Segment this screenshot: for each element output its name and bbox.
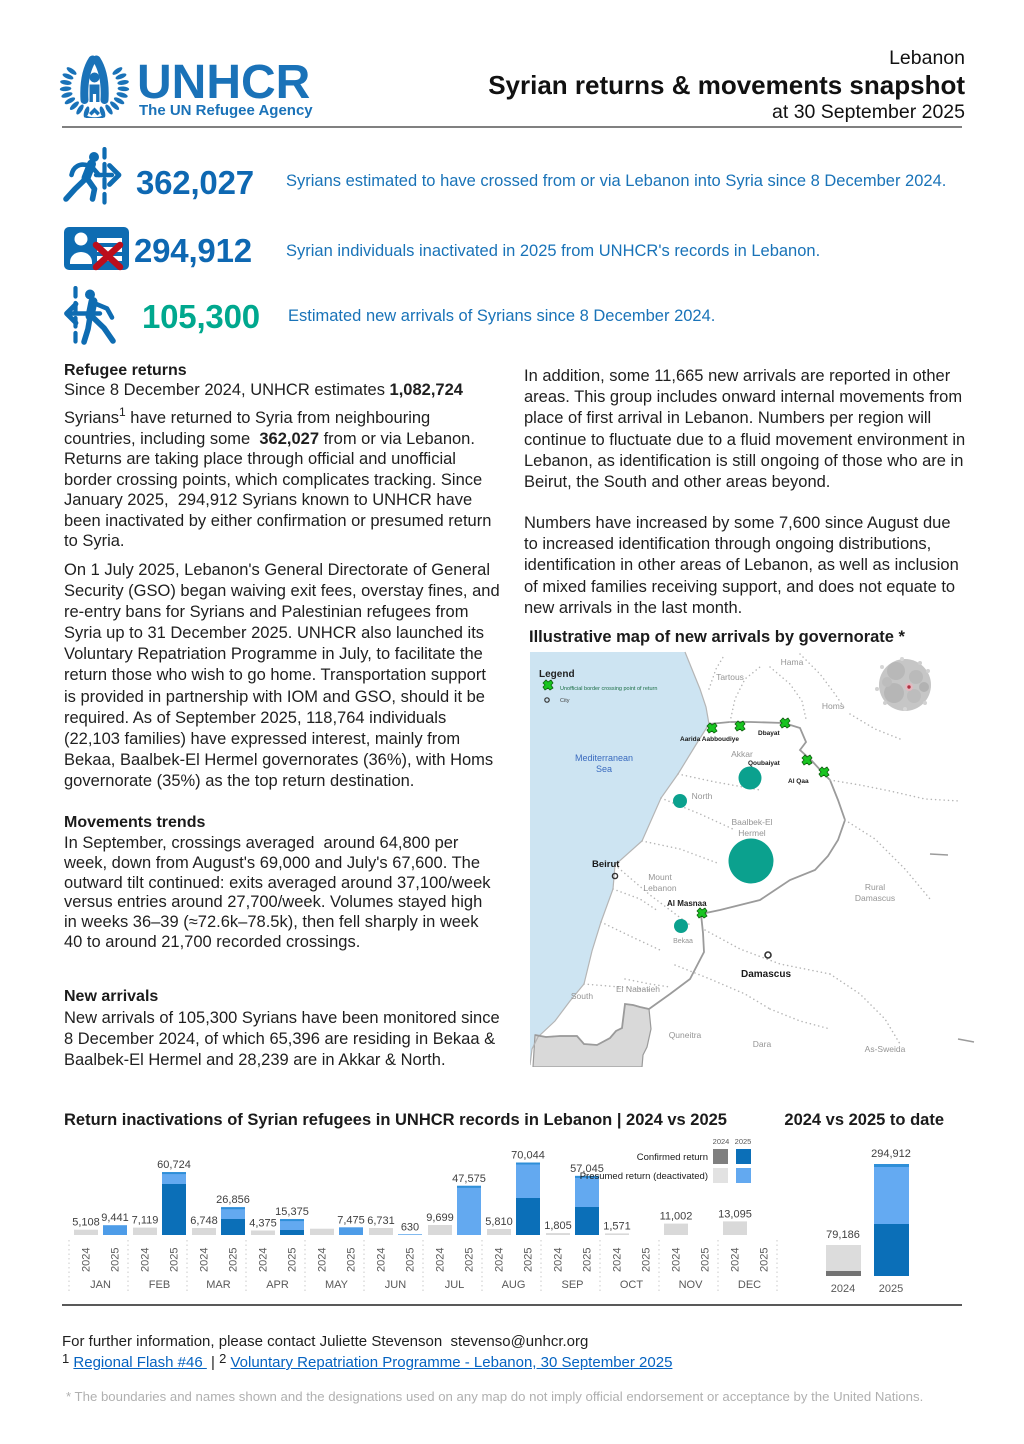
svg-text:2024: 2024 (612, 1248, 624, 1272)
svg-text:Confirmed return: Confirmed return (637, 1152, 708, 1163)
svg-text:Baalbek-El: Baalbek-El (731, 817, 772, 827)
svg-text:OCT: OCT (620, 1279, 644, 1291)
svg-text:MAR: MAR (206, 1279, 231, 1291)
svg-text:57,045: 57,045 (570, 1163, 604, 1175)
svg-text:2025: 2025 (228, 1248, 240, 1272)
svg-text:2025: 2025 (735, 1137, 752, 1146)
svg-text:APR: APR (266, 1279, 289, 1291)
svg-text:Dbayat: Dbayat (758, 730, 781, 737)
svg-text:70,044: 70,044 (511, 1150, 545, 1162)
svg-text:2025: 2025 (641, 1248, 653, 1272)
svg-text:2024: 2024 (317, 1248, 329, 1272)
svg-text:JAN: JAN (90, 1279, 111, 1291)
svg-text:JUL: JUL (445, 1279, 465, 1291)
svg-text:DEC: DEC (738, 1279, 761, 1291)
svg-text:Rural: Rural (865, 882, 885, 892)
svg-text:6,748: 6,748 (190, 1215, 218, 1227)
svg-text:47,575: 47,575 (452, 1173, 486, 1185)
svg-text:630: 630 (401, 1221, 419, 1233)
svg-text:Mediterranean: Mediterranean (575, 753, 633, 763)
svg-text:Akkar: Akkar (731, 749, 753, 759)
svg-text:2025: 2025 (405, 1248, 417, 1272)
svg-text:El Nabatieh: El Nabatieh (616, 984, 660, 994)
svg-text:SEP: SEP (561, 1279, 583, 1291)
svg-text:2024: 2024 (140, 1248, 152, 1272)
svg-text:1,571: 1,571 (603, 1220, 631, 1232)
svg-text:2024: 2024 (376, 1248, 388, 1272)
svg-text:2024: 2024 (730, 1248, 742, 1272)
svg-text:Damascus: Damascus (741, 969, 791, 980)
svg-text:2025: 2025 (169, 1248, 181, 1272)
svg-text:15,375: 15,375 (275, 1206, 309, 1218)
svg-text:Unofficial border crossing poi: Unofficial border crossing point of retu… (560, 686, 657, 692)
svg-text:5,108: 5,108 (72, 1217, 100, 1229)
svg-text:2025: 2025 (582, 1248, 594, 1272)
svg-text:Hermel: Hermel (738, 828, 766, 838)
svg-text:Beirut: Beirut (592, 859, 620, 870)
svg-text:Damascus: Damascus (855, 893, 895, 903)
svg-text:FEB: FEB (149, 1279, 170, 1291)
svg-text:Lebanon: Lebanon (643, 883, 676, 893)
svg-text:2025: 2025 (523, 1248, 535, 1272)
svg-text:1,805: 1,805 (544, 1220, 572, 1232)
svg-text:2024: 2024 (671, 1248, 683, 1272)
svg-text:North: North (692, 791, 713, 801)
svg-text:2024: 2024 (713, 1137, 730, 1146)
svg-text:Aarida Aabboudiye: Aarida Aabboudiye (680, 736, 739, 743)
svg-text:As-Sweida: As-Sweida (865, 1044, 906, 1054)
svg-text:Sea: Sea (596, 764, 612, 774)
svg-text:The UN Refugee Agency: The UN Refugee Agency (139, 102, 313, 118)
svg-text:2024: 2024 (494, 1248, 506, 1272)
svg-text:Presumed return (deactivated): Presumed return (deactivated) (580, 1171, 708, 1182)
svg-text:Al Masnaa: Al Masnaa (667, 899, 707, 908)
svg-text:7,119: 7,119 (132, 1215, 159, 1227)
svg-text:2024: 2024 (831, 1283, 855, 1295)
svg-text:JUN: JUN (385, 1279, 406, 1291)
svg-text:Tartous: Tartous (716, 672, 744, 682)
svg-text:2024: 2024 (553, 1248, 565, 1272)
svg-text:City: City (560, 698, 570, 704)
svg-text:4,375: 4,375 (249, 1218, 277, 1230)
svg-text:2024: 2024 (258, 1248, 270, 1272)
svg-text:2025: 2025 (879, 1283, 903, 1295)
svg-text:Return inactivations of Syrian: Return inactivations of Syrian refugees … (64, 1111, 727, 1129)
svg-text:Hama: Hama (781, 657, 804, 667)
svg-text:9,441: 9,441 (101, 1212, 129, 1224)
svg-text:9,699: 9,699 (426, 1212, 454, 1224)
svg-text:NOV: NOV (679, 1279, 704, 1291)
svg-text:2025: 2025 (287, 1248, 299, 1272)
svg-text:7,475: 7,475 (337, 1214, 365, 1226)
svg-text:South: South (571, 991, 593, 1001)
svg-text:Dara: Dara (753, 1039, 772, 1049)
svg-text:2025: 2025 (346, 1248, 358, 1272)
svg-text:60,724: 60,724 (157, 1159, 191, 1171)
svg-text:Mount: Mount (648, 872, 672, 882)
svg-text:79,186: 79,186 (826, 1229, 860, 1241)
svg-text:2024 vs 2025 to date: 2024 vs 2025 to date (784, 1111, 944, 1129)
svg-text:2025: 2025 (759, 1248, 771, 1272)
svg-text:294,912: 294,912 (871, 1148, 911, 1160)
svg-text:Legend: Legend (539, 669, 575, 680)
svg-text:2025: 2025 (110, 1248, 122, 1272)
svg-text:2024: 2024 (81, 1248, 93, 1272)
svg-text:11,002: 11,002 (660, 1211, 693, 1223)
svg-text:Quneitra: Quneitra (669, 1030, 702, 1040)
svg-text:2024: 2024 (435, 1248, 447, 1272)
svg-text:MAY: MAY (325, 1279, 349, 1291)
svg-text:6,731: 6,731 (367, 1215, 395, 1227)
svg-text:Al Qaa: Al Qaa (788, 778, 809, 785)
svg-text:5,810: 5,810 (485, 1216, 513, 1228)
svg-text:AUG: AUG (502, 1279, 526, 1291)
svg-text:26,856: 26,856 (216, 1194, 250, 1206)
svg-text:Homs: Homs (822, 701, 844, 711)
svg-text:13,095: 13,095 (718, 1208, 752, 1220)
svg-text:2025: 2025 (700, 1248, 712, 1272)
svg-text:2025: 2025 (464, 1248, 476, 1272)
svg-text:UNHCR: UNHCR (137, 56, 310, 109)
svg-text:Bekaa: Bekaa (673, 938, 693, 945)
svg-text:2024: 2024 (199, 1248, 211, 1272)
svg-text:Qoubaiyat: Qoubaiyat (748, 760, 781, 767)
